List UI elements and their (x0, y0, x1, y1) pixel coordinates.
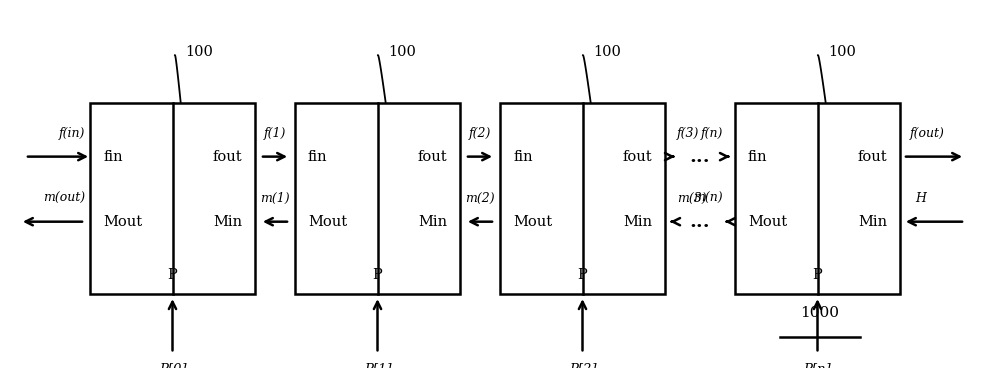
Text: Min: Min (858, 215, 887, 229)
Text: m(out): m(out) (43, 192, 85, 205)
Bar (500, 103, 665, 294)
Text: fin: fin (513, 150, 533, 164)
Text: P[0]: P[0] (159, 362, 186, 368)
Text: f(1): f(1) (264, 127, 286, 140)
Text: m(2): m(2) (465, 192, 495, 205)
Text: Mout: Mout (748, 215, 787, 229)
Text: Mout: Mout (308, 215, 347, 229)
Text: P: P (578, 268, 587, 282)
Text: Mout: Mout (513, 215, 552, 229)
Bar (90, 103, 255, 294)
Text: P[n]: P[n] (804, 362, 831, 368)
Text: m(1): m(1) (260, 192, 290, 205)
Text: fout: fout (212, 150, 242, 164)
Text: P: P (373, 268, 382, 282)
Text: 1000: 1000 (800, 306, 840, 320)
Text: 100: 100 (593, 45, 621, 59)
Bar (295, 103, 460, 294)
Text: m(3): m(3) (677, 192, 707, 205)
Text: fin: fin (308, 150, 328, 164)
Text: P: P (813, 268, 822, 282)
Text: f(2): f(2) (469, 127, 491, 140)
Text: P: P (168, 268, 177, 282)
Text: Mout: Mout (103, 215, 142, 229)
Text: Min: Min (623, 215, 652, 229)
Text: fout: fout (417, 150, 447, 164)
Text: Min: Min (418, 215, 447, 229)
Text: fin: fin (748, 150, 768, 164)
Bar (735, 103, 900, 294)
Text: f(3): f(3) (677, 127, 699, 140)
Text: fout: fout (622, 150, 652, 164)
Text: P[1]: P[1] (364, 362, 391, 368)
Text: Min: Min (213, 215, 242, 229)
Text: P[2]: P[2] (569, 362, 596, 368)
Text: m(n): m(n) (693, 192, 723, 205)
Text: 100: 100 (388, 45, 416, 59)
Text: f(in): f(in) (59, 127, 85, 140)
Text: fin: fin (103, 150, 123, 164)
Text: H: H (915, 192, 926, 205)
Text: 100: 100 (185, 45, 213, 59)
Text: fout: fout (857, 150, 887, 164)
Text: f(n): f(n) (701, 127, 723, 140)
Text: ...: ... (690, 148, 710, 166)
Text: 100: 100 (828, 45, 856, 59)
Text: f(out): f(out) (910, 127, 945, 140)
Text: ...: ... (690, 213, 710, 231)
